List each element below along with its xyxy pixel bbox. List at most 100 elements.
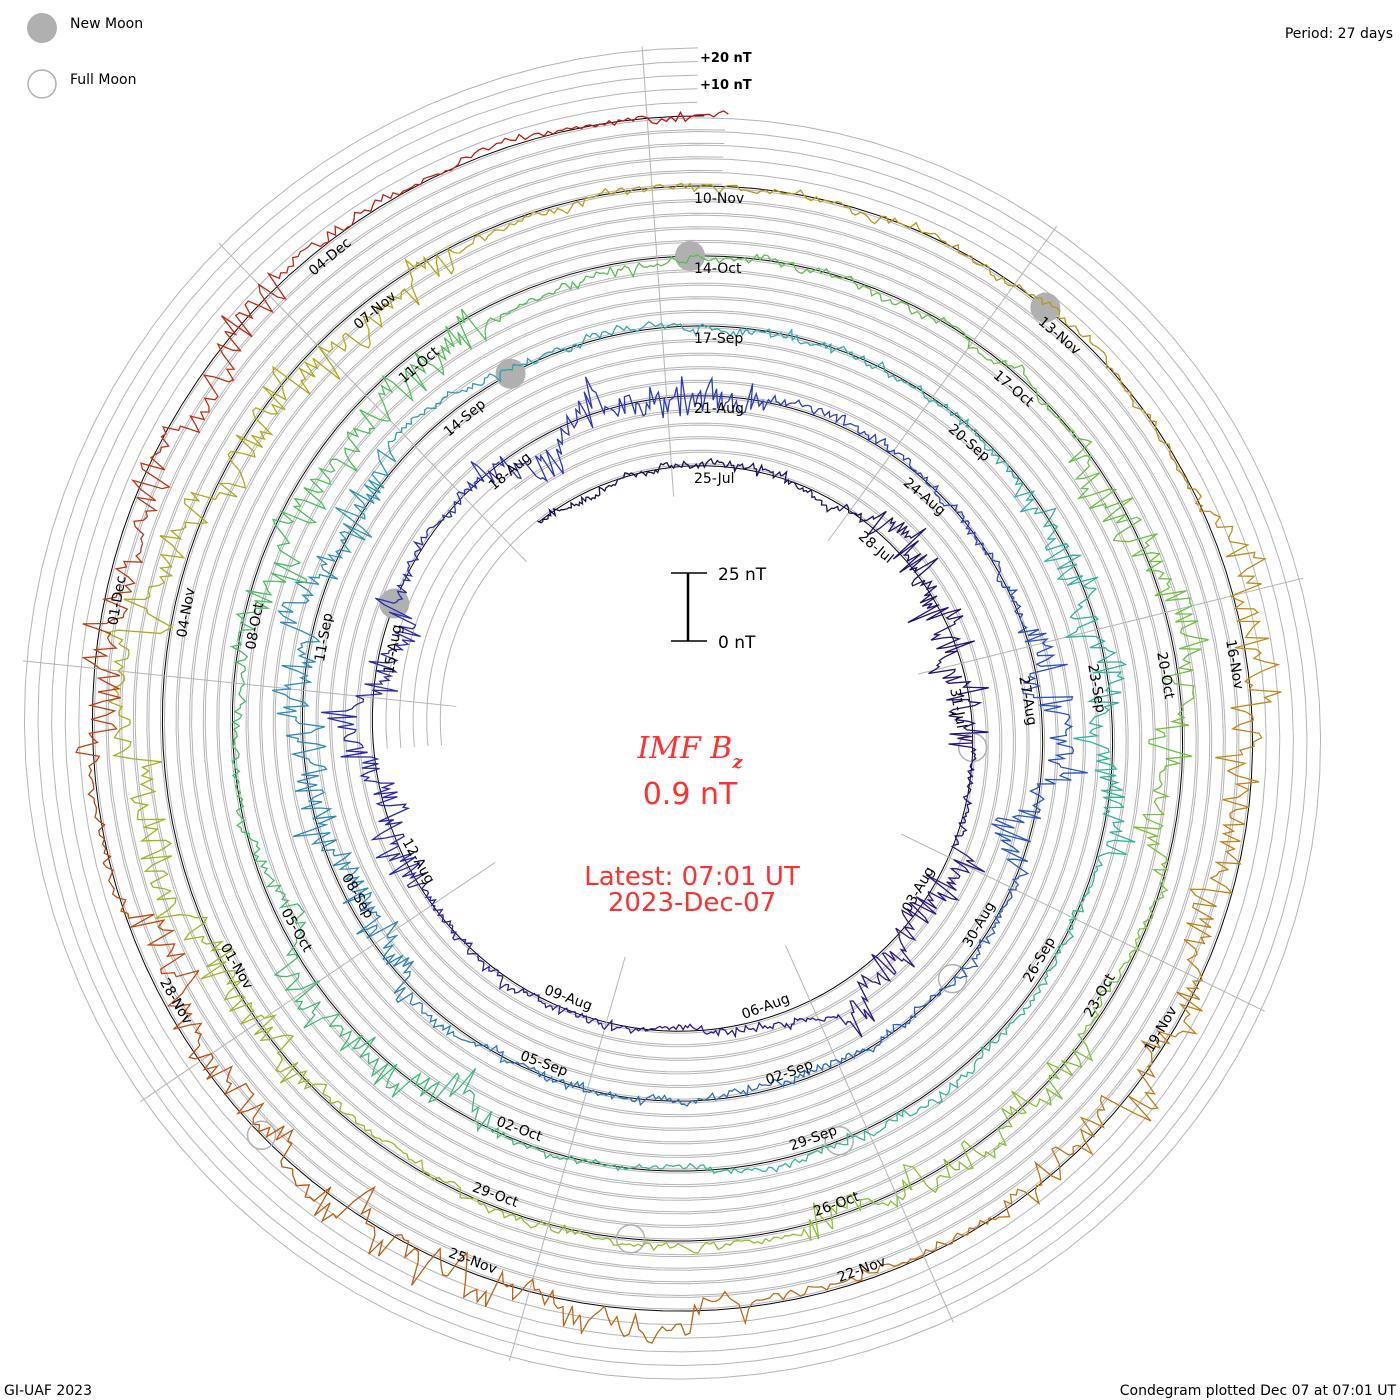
bz-trace-segment	[1189, 798, 1250, 929]
full-moon-marker	[246, 1120, 277, 1150]
date-label-group: 14-Oct	[694, 261, 742, 277]
date-label: 19-Nov	[1142, 1004, 1181, 1055]
bz-trace-segment	[958, 766, 976, 835]
bz-trace-segment	[479, 1203, 595, 1240]
footer-credit: GI-UAF 2023	[4, 1383, 92, 1399]
bz-trace-segment	[241, 831, 306, 924]
bz-trace-segment	[1045, 882, 1094, 972]
bz-trace-segment	[275, 1061, 380, 1140]
bz-trace-segment	[566, 1007, 634, 1035]
grid-spoke	[218, 242, 528, 563]
date-label: 25-Jul	[694, 471, 735, 487]
grid-ring	[146, 169, 1199, 1258]
period-label: Period: 27 days	[1285, 26, 1393, 42]
date-label-group: 19-Nov	[1142, 1004, 1181, 1055]
date-label-group: 08-Oct	[243, 601, 267, 651]
bz-trace-segment	[1076, 472, 1165, 572]
date-label-group: 28-Jul	[855, 528, 896, 566]
bz-trace-segment	[928, 637, 989, 702]
bz-trace-segment	[635, 375, 714, 419]
bz-trace-segment	[590, 110, 729, 128]
grid-ring	[37, 61, 1308, 1367]
bz-trace-segment	[1148, 679, 1195, 792]
bz-trace-segment	[286, 726, 333, 815]
date-label: 08-Oct	[243, 601, 267, 651]
ring-label-plus20: +20 nT	[700, 51, 752, 66]
bz-trace-segment	[907, 579, 964, 641]
title-main: IMF B	[636, 731, 732, 766]
bz-trace-segment	[969, 1146, 1074, 1230]
date-label-group: 17-Sep	[694, 331, 743, 347]
grid-rings	[23, 47, 1322, 1380]
bz-trace-segment	[513, 265, 616, 311]
bz-trace-segment	[933, 316, 1029, 381]
bz-trace-segment	[140, 849, 235, 968]
bz-trace-segment	[1225, 540, 1281, 672]
bz-trace-segment	[1076, 329, 1158, 433]
footer-plotted: Condegram plotted Dec 07 at 07:01 UT	[1120, 1383, 1397, 1399]
bz-trace-segment	[1155, 431, 1234, 542]
date-label: 17-Oct	[990, 368, 1037, 411]
bz-trace-segment	[948, 701, 989, 768]
grid-spoke	[827, 225, 1058, 542]
date-label: 20-Sep	[945, 421, 993, 465]
bz-trace-segment	[1027, 380, 1093, 480]
bz-trace-segment	[709, 1153, 812, 1175]
bz-trace-segment	[280, 436, 361, 525]
bz-trace-segment	[712, 383, 793, 415]
bz-trace-segment	[337, 726, 398, 799]
bz-trace-segment	[1146, 570, 1209, 681]
date-label: 12-Aug	[399, 836, 438, 887]
date-label-group: 26-Sep	[1020, 934, 1059, 985]
bz-series	[75, 110, 1282, 1344]
grid-ring	[105, 129, 1240, 1298]
date-label: 13-Nov	[1035, 314, 1084, 359]
bz-trace-segment	[608, 1162, 711, 1172]
date-label-group: 23-Sep	[1084, 663, 1108, 714]
bz-trace-segment	[708, 457, 772, 477]
bz-trace-segment	[370, 796, 421, 876]
bz-trace-segment	[717, 327, 811, 346]
bz-trace-segment	[402, 518, 445, 583]
bz-trace-segment	[902, 1047, 984, 1117]
bz-trace-segment	[716, 1279, 848, 1326]
date-label-group: 27-Aug	[1015, 675, 1039, 727]
bz-trace-segment	[1215, 670, 1282, 801]
latest-date: 2023-Dec-07	[608, 888, 776, 918]
bz-trace-segment	[147, 491, 238, 597]
bz-trace-segment	[1154, 922, 1213, 1049]
date-label-group: 25-Jul	[694, 471, 735, 487]
bz-trace-segment	[810, 341, 898, 382]
bz-trace-segment	[114, 453, 171, 593]
date-label-group: 31-Jul	[946, 687, 969, 730]
bz-trace-segment	[536, 324, 625, 364]
bz-trace-segment	[1098, 905, 1154, 1008]
bz-trace-segment	[346, 352, 428, 438]
bz-trace-segment	[229, 619, 256, 727]
bz-trace-segment	[231, 725, 246, 832]
bz-trace-segment	[897, 378, 977, 436]
grid-ring	[159, 183, 1186, 1244]
bz-trace-segment	[594, 1237, 715, 1254]
bz-trace-segment	[75, 723, 118, 864]
bz-trace-segment	[792, 399, 867, 435]
new-moon-legend-icon	[27, 13, 57, 43]
bz-trace-segment	[446, 357, 537, 397]
bz-trace-segment	[722, 253, 833, 278]
bz-trace-segment	[927, 483, 984, 546]
date-label: 23-Sep	[1084, 663, 1108, 714]
bz-trace-segment	[620, 1093, 708, 1107]
scale-top-label: 25 nT	[718, 565, 767, 585]
bz-trace-segment	[887, 520, 939, 587]
current-value: 0.9 nT	[643, 777, 738, 812]
bz-trace-segment	[111, 723, 172, 851]
bz-trace-segment	[484, 192, 602, 242]
title-subscript: z	[731, 752, 743, 773]
bz-trace-segment	[991, 847, 1030, 936]
date-label-group: 03-Aug	[899, 864, 938, 915]
grid-ring	[78, 101, 1267, 1326]
bz-trace-segment	[1065, 588, 1128, 688]
bz-trace-segment	[601, 182, 729, 196]
date-label: 10-Nov	[694, 191, 744, 207]
bz-trace-segment	[414, 308, 515, 377]
